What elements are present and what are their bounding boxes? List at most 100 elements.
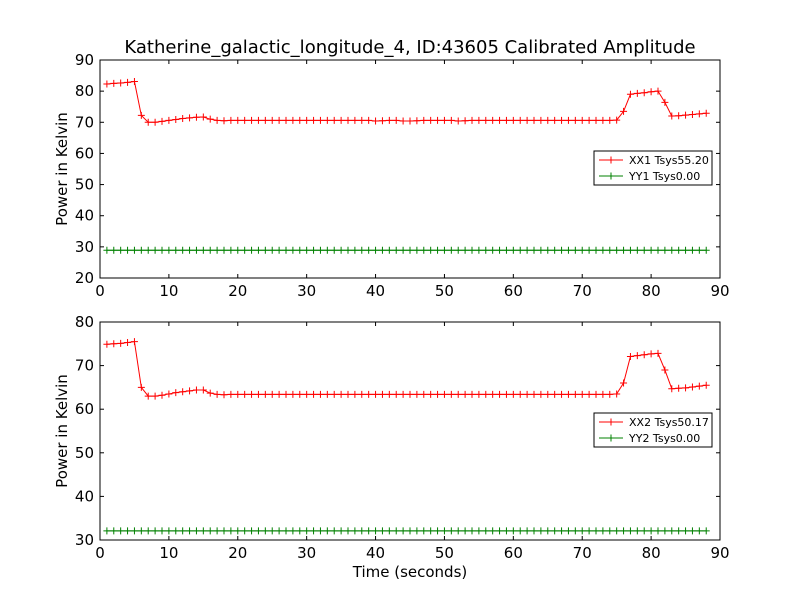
data-point: [344, 116, 352, 124]
data-point: [530, 246, 538, 254]
data-point: [227, 390, 235, 398]
x-tick-label: 40: [366, 282, 385, 300]
data-point: [151, 118, 159, 126]
data-point: [682, 384, 690, 392]
data-point: [392, 246, 400, 254]
data-point: [496, 246, 504, 254]
data-point: [434, 390, 442, 398]
data-point: [427, 246, 435, 254]
x-tick-label: 20: [228, 544, 247, 562]
data-point: [702, 109, 710, 117]
data-point: [502, 246, 510, 254]
data-point: [537, 390, 545, 398]
data-point: [606, 116, 614, 124]
data-point: [558, 116, 566, 124]
data-point: [330, 390, 338, 398]
data-point: [372, 390, 380, 398]
data-point: [578, 527, 586, 535]
data-point: [626, 352, 634, 360]
data-point: [124, 338, 132, 346]
x-tick-label: 60: [504, 544, 523, 562]
data-point: [434, 527, 442, 535]
legend-marker: [607, 418, 615, 426]
data-point: [289, 116, 297, 124]
data-point: [248, 527, 256, 535]
data-point: [461, 117, 469, 125]
data-point: [523, 527, 531, 535]
data-point: [489, 527, 497, 535]
data-point: [564, 527, 572, 535]
data-point: [564, 246, 572, 254]
data-point: [427, 116, 435, 124]
data-point: [282, 527, 290, 535]
data-point: [509, 390, 517, 398]
data-point: [447, 390, 455, 398]
data-point: [585, 246, 593, 254]
data-point: [606, 527, 614, 535]
data-point: [268, 527, 276, 535]
data-point: [454, 246, 462, 254]
data-point: [241, 246, 249, 254]
data-point: [137, 111, 145, 119]
data-point: [537, 116, 545, 124]
data-point: [654, 527, 662, 535]
data-point: [537, 527, 545, 535]
data-point: [516, 116, 524, 124]
data-point: [551, 246, 559, 254]
data-point: [261, 246, 269, 254]
data-point: [316, 116, 324, 124]
data-point: [392, 390, 400, 398]
data-point: [330, 527, 338, 535]
data-point: [489, 246, 497, 254]
data-point: [172, 527, 180, 535]
data-point: [640, 527, 648, 535]
data-point: [626, 90, 634, 98]
data-point: [234, 246, 242, 254]
data-point: [268, 116, 276, 124]
x-tick-label: 10: [159, 544, 178, 562]
x-tick-label: 80: [642, 282, 661, 300]
data-point: [606, 246, 614, 254]
data-point: [241, 390, 249, 398]
data-point: [392, 527, 400, 535]
data-point: [213, 246, 221, 254]
data-point: [661, 98, 669, 106]
data-point: [626, 246, 634, 254]
data-point: [310, 116, 318, 124]
data-point: [172, 246, 180, 254]
y-tick-label: 50: [75, 444, 94, 462]
data-point: [434, 246, 442, 254]
data-point: [385, 390, 393, 398]
data-point: [688, 246, 696, 254]
data-point: [420, 116, 428, 124]
data-point: [337, 246, 345, 254]
data-point: [585, 527, 593, 535]
data-point: [365, 527, 373, 535]
data-point: [489, 116, 497, 124]
data-point: [358, 116, 366, 124]
data-point: [179, 246, 187, 254]
data-point: [275, 246, 283, 254]
data-point: [344, 390, 352, 398]
data-point: [378, 390, 386, 398]
data-point: [234, 116, 242, 124]
data-point: [509, 527, 517, 535]
y-tick-label: 50: [75, 176, 94, 194]
data-point: [110, 246, 118, 254]
data-point: [440, 116, 448, 124]
data-point: [496, 116, 504, 124]
data-point: [599, 246, 607, 254]
y-tick-label: 80: [75, 82, 94, 100]
data-point: [316, 390, 324, 398]
data-point: [475, 116, 483, 124]
data-point: [413, 117, 421, 125]
data-point: [702, 527, 710, 535]
data-point: [124, 527, 132, 535]
y-tick-label: 60: [75, 400, 94, 418]
data-point: [620, 527, 628, 535]
data-point: [220, 527, 228, 535]
data-point: [523, 116, 531, 124]
data-point: [695, 382, 703, 390]
data-point: [571, 527, 579, 535]
